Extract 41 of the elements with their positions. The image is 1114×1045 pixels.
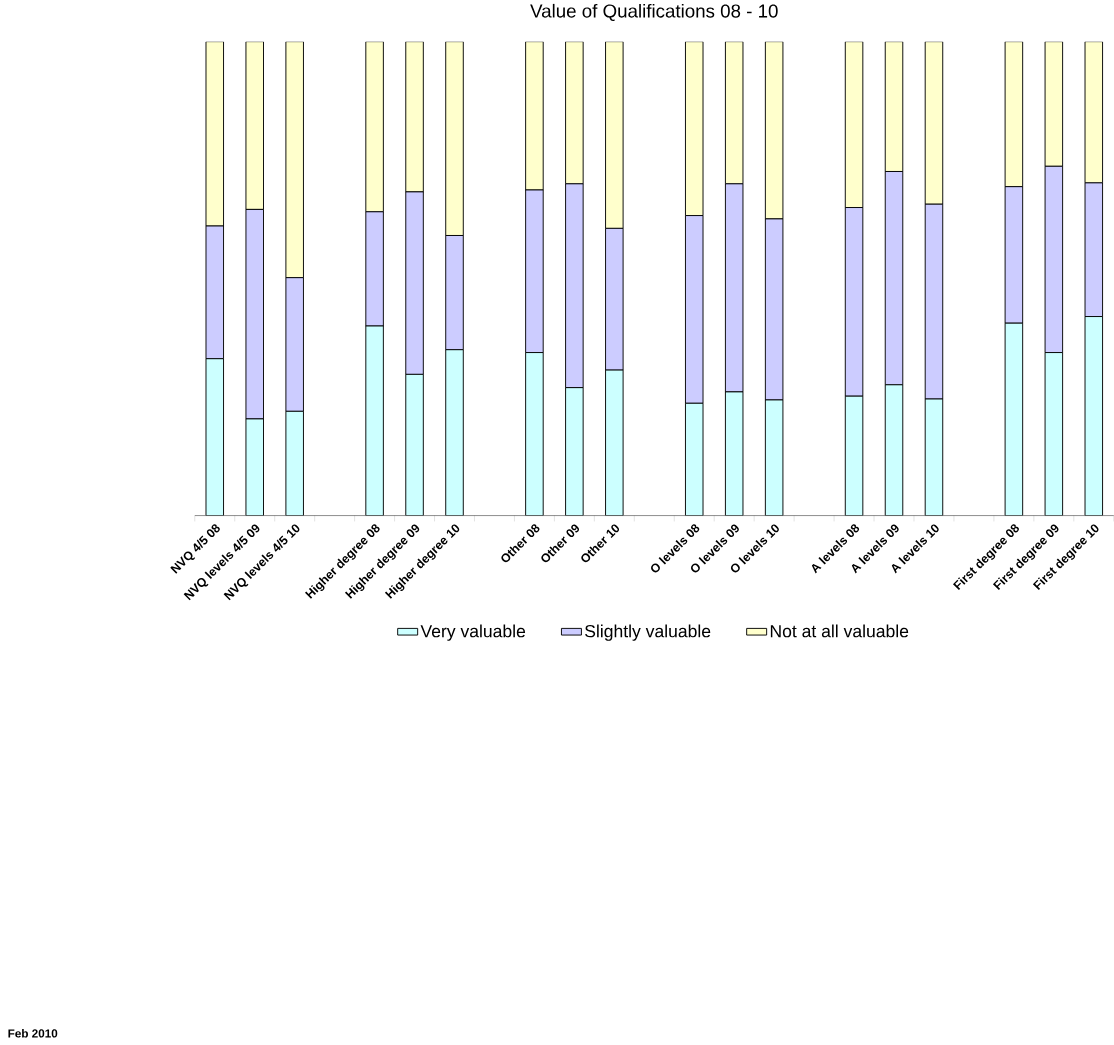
chart-title: Value of Qualifications 08 - 10 xyxy=(530,3,778,21)
bar xyxy=(245,41,264,210)
bar xyxy=(1044,41,1064,167)
legend-label: Slightly valuable xyxy=(585,624,711,641)
bar xyxy=(1084,41,1104,184)
bar xyxy=(445,41,464,236)
bar xyxy=(565,387,584,516)
bar xyxy=(1084,315,1104,516)
bar xyxy=(764,41,784,220)
bar xyxy=(365,41,384,213)
bar xyxy=(924,41,944,205)
bar xyxy=(684,41,704,216)
bar xyxy=(724,391,744,516)
bar xyxy=(205,358,225,516)
bar xyxy=(525,351,544,516)
bar xyxy=(405,373,424,516)
bar xyxy=(285,410,304,516)
bar xyxy=(924,398,944,516)
bar xyxy=(1044,351,1064,516)
bar xyxy=(1004,41,1024,188)
bar xyxy=(1004,322,1024,516)
bar xyxy=(445,349,464,516)
bar xyxy=(844,395,864,516)
bar xyxy=(285,41,304,279)
bar xyxy=(884,41,904,172)
bar xyxy=(844,41,864,208)
bar xyxy=(365,325,384,516)
bar xyxy=(245,418,264,516)
bar xyxy=(764,399,784,516)
bar xyxy=(605,41,624,229)
legend-label: Not at all valuable xyxy=(770,624,909,638)
bar xyxy=(405,41,424,193)
bar xyxy=(884,384,904,516)
bar xyxy=(525,41,544,191)
bar xyxy=(205,41,225,227)
bar xyxy=(724,41,744,185)
legend-label: Very valuable xyxy=(420,624,526,641)
bar xyxy=(565,41,584,185)
bar xyxy=(684,402,704,516)
bar xyxy=(605,369,624,516)
text: Feb 2010 xyxy=(8,1028,58,1038)
